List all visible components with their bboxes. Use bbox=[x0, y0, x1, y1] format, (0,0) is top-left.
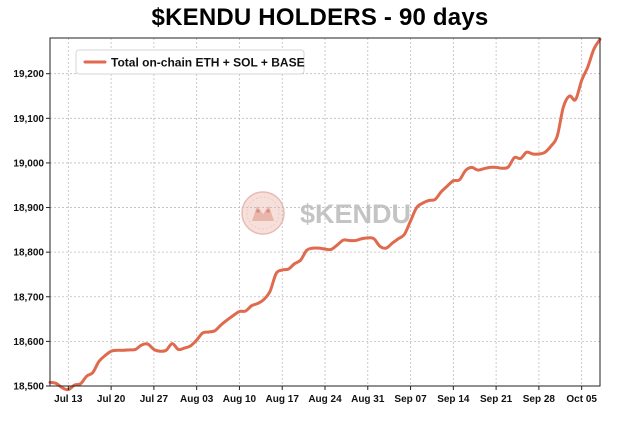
y-tick-label: 18,500 bbox=[13, 382, 44, 393]
y-tick-label: 18,800 bbox=[13, 248, 44, 259]
x-tick-label: Jul 27 bbox=[140, 394, 169, 405]
y-tick-label: 18,900 bbox=[13, 203, 44, 214]
y-tick-label: 19,000 bbox=[13, 158, 44, 169]
x-tick-label: Sep 14 bbox=[437, 394, 470, 405]
legend-box bbox=[75, 49, 305, 75]
grid bbox=[50, 38, 600, 387]
x-tick-label: Sep 21 bbox=[480, 394, 513, 405]
series-line bbox=[48, 37, 602, 392]
chart-title: $KENDU HOLDERS - 90 days bbox=[151, 4, 489, 31]
x-tick-label: Aug 31 bbox=[351, 394, 385, 405]
y-tick-label: 18,600 bbox=[13, 337, 44, 348]
kendu-logo-icon bbox=[241, 191, 285, 235]
x-tick-label: Aug 24 bbox=[308, 394, 342, 405]
x-tick-label: Aug 03 bbox=[180, 394, 214, 405]
watermark: $KENDU bbox=[241, 191, 411, 235]
x-tick-label: Aug 17 bbox=[266, 394, 300, 405]
y-tick-label: 19,100 bbox=[13, 114, 44, 125]
x-tick-label: Jul 13 bbox=[54, 394, 83, 405]
y-tick-label: 18,700 bbox=[13, 292, 44, 303]
legend-label: Total on-chain ETH + SOL + BASE bbox=[111, 56, 305, 70]
watermark-text: $KENDU bbox=[300, 199, 411, 229]
x-tick-label: Sep 28 bbox=[523, 394, 556, 405]
x-tick-label: Jul 20 bbox=[97, 394, 126, 405]
y-axis: 18,500 18,600 18,700 18,800 18,900 19,000 19,1… bbox=[13, 69, 50, 393]
x-tick-label: Aug 10 bbox=[223, 394, 257, 405]
series-layer bbox=[48, 37, 602, 392]
x-tick-label: Oct 05 bbox=[566, 394, 597, 405]
legend: Total on-chain ETH + SOL + BASE bbox=[75, 49, 305, 75]
x-axis: Jul 13 Jul 20 Jul 27 Aug 03 Aug 10 Aug 17 Aug … bbox=[54, 386, 597, 405]
x-tick-label: Sep 07 bbox=[394, 394, 427, 405]
y-tick-label: 19,200 bbox=[13, 69, 44, 80]
